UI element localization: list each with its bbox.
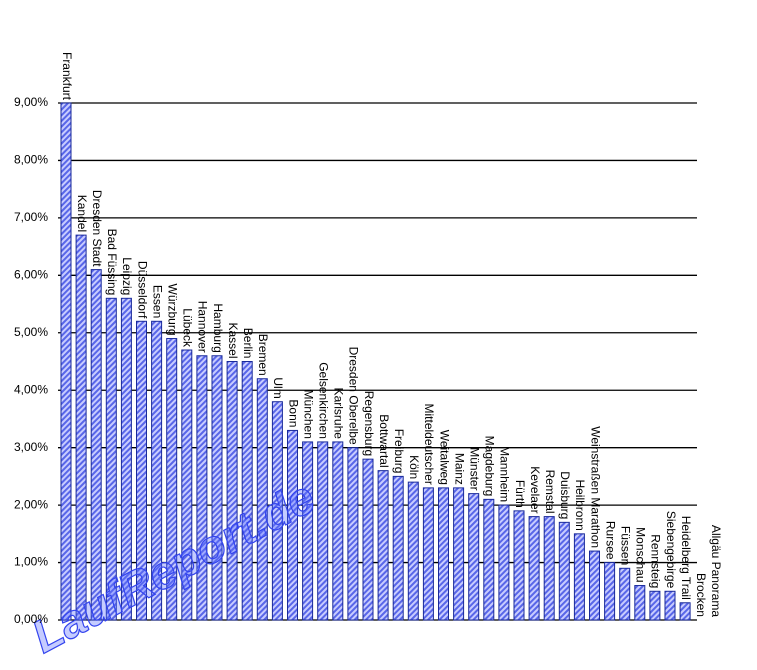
bar: [649, 590, 661, 621]
category-label: Monschau: [634, 527, 648, 582]
category-label: Duisburg: [558, 471, 572, 519]
bar: [287, 429, 298, 621]
category-label: Heilbronn: [573, 479, 587, 530]
bar: [498, 504, 510, 621]
category-label: Heidelberg Trail: [679, 516, 693, 600]
category-label: Karlsruhe: [332, 388, 346, 440]
category-label: Dresden Stadt: [90, 190, 104, 267]
category-label: Dresden Oberelbe: [347, 347, 361, 445]
category-label: Essen: [150, 285, 164, 318]
y-tick-label: 7,00%: [14, 210, 48, 224]
category-label: Köln: [407, 455, 421, 479]
y-tick-label: 6,00%: [14, 268, 48, 282]
bar: [528, 516, 540, 621]
category-label: Ulm: [271, 377, 285, 398]
category-label: Kandel: [75, 195, 89, 232]
bar: [90, 269, 102, 621]
category-label: Lübeck: [181, 308, 195, 348]
bar: [483, 498, 495, 621]
bar: [407, 481, 419, 621]
bar: [302, 441, 314, 621]
y-tick-label: 0,00%: [14, 612, 48, 626]
category-label: Hamburg: [211, 303, 225, 352]
category-label: Fürth: [513, 480, 527, 508]
category-label: Mainz: [452, 453, 466, 485]
category-label: Füssen: [619, 526, 633, 565]
bar: [136, 320, 147, 621]
category-label: München: [301, 390, 315, 439]
bar: [241, 361, 253, 621]
bar: [634, 585, 646, 621]
category-label: Weitalweg: [437, 430, 451, 485]
bar: [105, 297, 117, 621]
bar: [619, 567, 631, 621]
bar: [558, 521, 570, 621]
bar: [543, 516, 555, 621]
category-label: Magdeburg: [483, 436, 497, 497]
category-label: Leipzig: [120, 257, 134, 295]
category-label: Siebengebirge: [664, 511, 678, 589]
y-tick-label: 8,00%: [14, 153, 48, 167]
bar: [513, 510, 525, 621]
category-label: Kassel: [226, 322, 240, 358]
bar: [196, 355, 208, 621]
category-label: Mitteldeutscher: [422, 404, 436, 485]
bar: [271, 401, 283, 621]
category-label: Mannheim: [498, 446, 512, 502]
bar: [362, 458, 374, 621]
category-label: Regensburg: [362, 391, 376, 456]
bar: [332, 441, 344, 621]
category-label: Bonn: [286, 399, 300, 427]
y-tick-label: 9,00%: [14, 95, 48, 109]
bar: [604, 562, 616, 621]
category-label: Weinstraßen Marathon: [588, 426, 602, 548]
bar: [151, 320, 163, 621]
category-label: Freiburg: [392, 429, 406, 474]
category-label: Bad Füssing: [105, 229, 119, 296]
bar: [679, 602, 691, 621]
category-label: Würzburg: [166, 284, 180, 336]
bar: [60, 102, 72, 621]
bar: [120, 297, 132, 621]
bar: [347, 447, 359, 621]
bar: [226, 361, 238, 621]
category-label: Münster: [468, 447, 482, 490]
bar: [256, 378, 268, 621]
bar: [392, 475, 404, 621]
category-label: Frankfurt: [60, 52, 74, 101]
bar: [377, 470, 389, 621]
bar: [211, 355, 223, 621]
bar: [664, 590, 676, 621]
bar: [453, 487, 465, 621]
category-label: Berlin: [241, 328, 255, 359]
bar: [468, 493, 480, 621]
bar: [181, 349, 193, 621]
y-tick-label: 2,00%: [14, 497, 48, 511]
y-tick-label: 3,00%: [14, 440, 48, 454]
category-label: Bottwartal: [377, 414, 391, 467]
category-label: Remstal: [543, 470, 557, 514]
y-tick-label: 1,00%: [14, 555, 48, 569]
category-label: Rennsteig: [649, 534, 663, 588]
category-label: Rursee: [603, 521, 617, 560]
bar: [438, 487, 449, 621]
bar: [422, 487, 434, 621]
y-tick-label: 5,00%: [14, 325, 48, 339]
category-label: Hannover: [196, 301, 210, 353]
bar: [573, 533, 585, 621]
category-label: Düsseldorf: [135, 261, 149, 319]
category-label: Gelsenkirchen: [317, 362, 331, 439]
bar: [75, 234, 87, 621]
bar: [317, 441, 329, 621]
y-tick-label: 4,00%: [14, 382, 48, 396]
category-label: Allgäu Panorama: [709, 525, 723, 617]
bar: [589, 550, 600, 621]
bar: [166, 338, 178, 621]
category-label: Kevelaer: [528, 466, 542, 513]
category-label: Brocken: [694, 573, 708, 617]
category-label: Bremen: [256, 334, 270, 376]
